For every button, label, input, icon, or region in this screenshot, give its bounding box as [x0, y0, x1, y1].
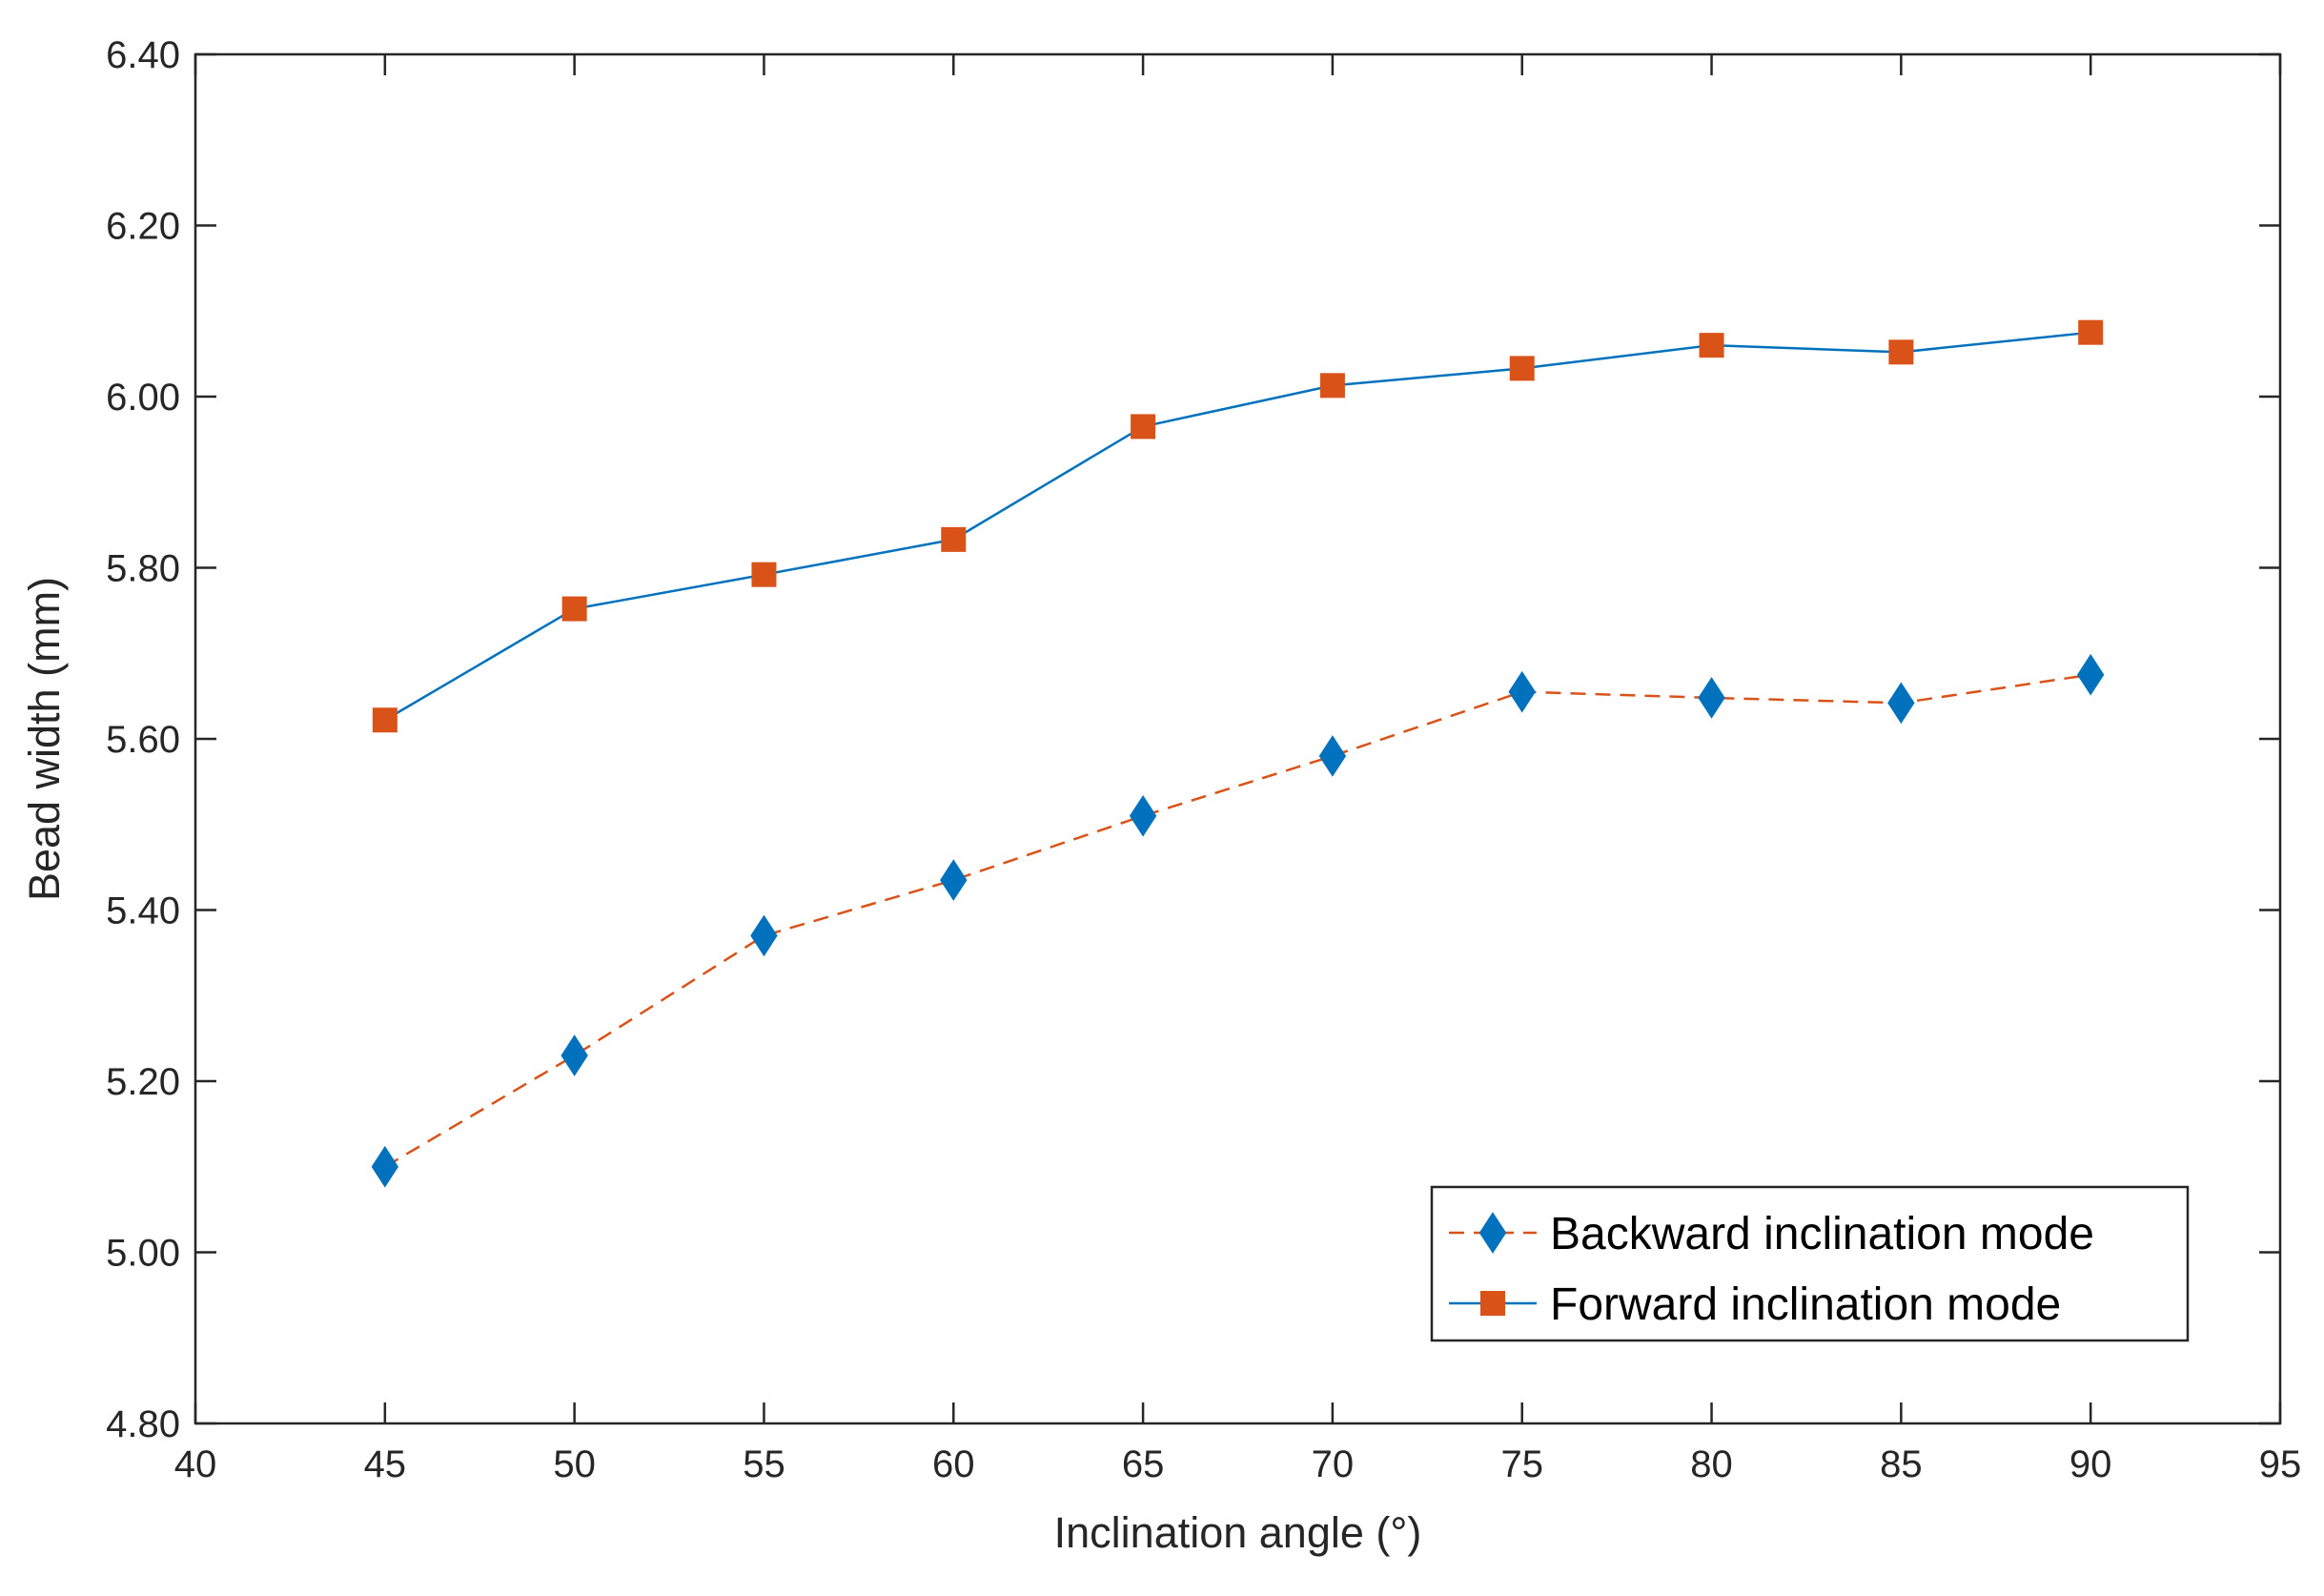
y-tick-label: 6.40 — [106, 34, 180, 76]
data-point — [1509, 356, 1535, 381]
legend-entry: Backward inclination mode — [1449, 1209, 2094, 1259]
data-point — [1131, 414, 1156, 440]
data-point — [1887, 682, 1915, 725]
data-point — [940, 859, 968, 901]
legend-marker — [1480, 1291, 1505, 1316]
data-point — [372, 707, 398, 733]
series-backward — [371, 653, 2105, 1188]
x-tick-label: 70 — [1312, 1443, 1355, 1485]
x-tick-label: 75 — [1500, 1443, 1543, 1485]
x-tick-label: 95 — [2259, 1443, 2302, 1485]
x-tick-label: 90 — [2069, 1443, 2112, 1485]
legend-marker — [1478, 1212, 1507, 1254]
data-point — [1129, 794, 1157, 837]
data-point — [941, 526, 967, 552]
data-point — [561, 596, 587, 622]
data-point — [1888, 339, 1914, 365]
legend: Backward inclination mode Forward inclina… — [1430, 1185, 2190, 1342]
y-tick-label: 6.00 — [106, 377, 180, 419]
y-axis-ticks: 4.80 5.00 5.20 5.40 5.60 5.80 6.00 6.20 6.40 — [106, 34, 2280, 1445]
x-tick-label: 50 — [553, 1443, 596, 1485]
x-tick-label: 55 — [743, 1443, 785, 1485]
y-tick-label: 4.80 — [106, 1403, 180, 1445]
y-tick-label: 5.80 — [106, 548, 180, 590]
data-point — [1699, 333, 1724, 358]
x-axis-ticks: 40 45 50 55 60 65 70 75 80 85 90 95 — [174, 54, 2302, 1485]
data-point — [751, 562, 777, 587]
y-tick-label: 5.20 — [106, 1061, 180, 1103]
series-line — [384, 331, 2091, 722]
x-tick-label: 45 — [364, 1443, 407, 1485]
data-point — [2076, 653, 2105, 696]
data-point — [2078, 319, 2104, 345]
legend-box — [1430, 1185, 2190, 1342]
data-point — [561, 1034, 588, 1076]
data-point — [1698, 677, 1725, 719]
legend-entry: Forward inclination mode — [1449, 1279, 2061, 1330]
x-axis-title: Inclination angle (°) — [1054, 1508, 1422, 1557]
legend-label: Backward inclination mode — [1550, 1209, 2094, 1259]
data-point — [750, 914, 778, 957]
series-line — [384, 673, 2091, 1168]
series-layer — [371, 319, 2105, 1188]
y-tick-label: 5.00 — [106, 1233, 180, 1275]
series-forward — [372, 319, 2104, 733]
data-point — [1508, 670, 1536, 713]
y-axis-title: Bead width (mm) — [20, 577, 69, 901]
data-point — [1318, 735, 1347, 777]
plot-frame — [194, 52, 2282, 1425]
x-tick-label: 85 — [1880, 1443, 1923, 1485]
y-tick-label: 6.20 — [106, 206, 180, 248]
legend-label: Forward inclination mode — [1550, 1279, 2061, 1330]
x-tick-label: 40 — [174, 1443, 217, 1485]
data-point — [1319, 373, 1345, 399]
data-point — [371, 1145, 399, 1188]
x-tick-label: 65 — [1122, 1443, 1165, 1485]
y-tick-label: 5.40 — [106, 890, 180, 932]
x-tick-label: 80 — [1690, 1443, 1733, 1485]
y-tick-label: 5.60 — [106, 719, 180, 761]
x-tick-label: 60 — [932, 1443, 975, 1485]
legend-entries: Backward inclination mode Forward inclina… — [1449, 1209, 2094, 1330]
